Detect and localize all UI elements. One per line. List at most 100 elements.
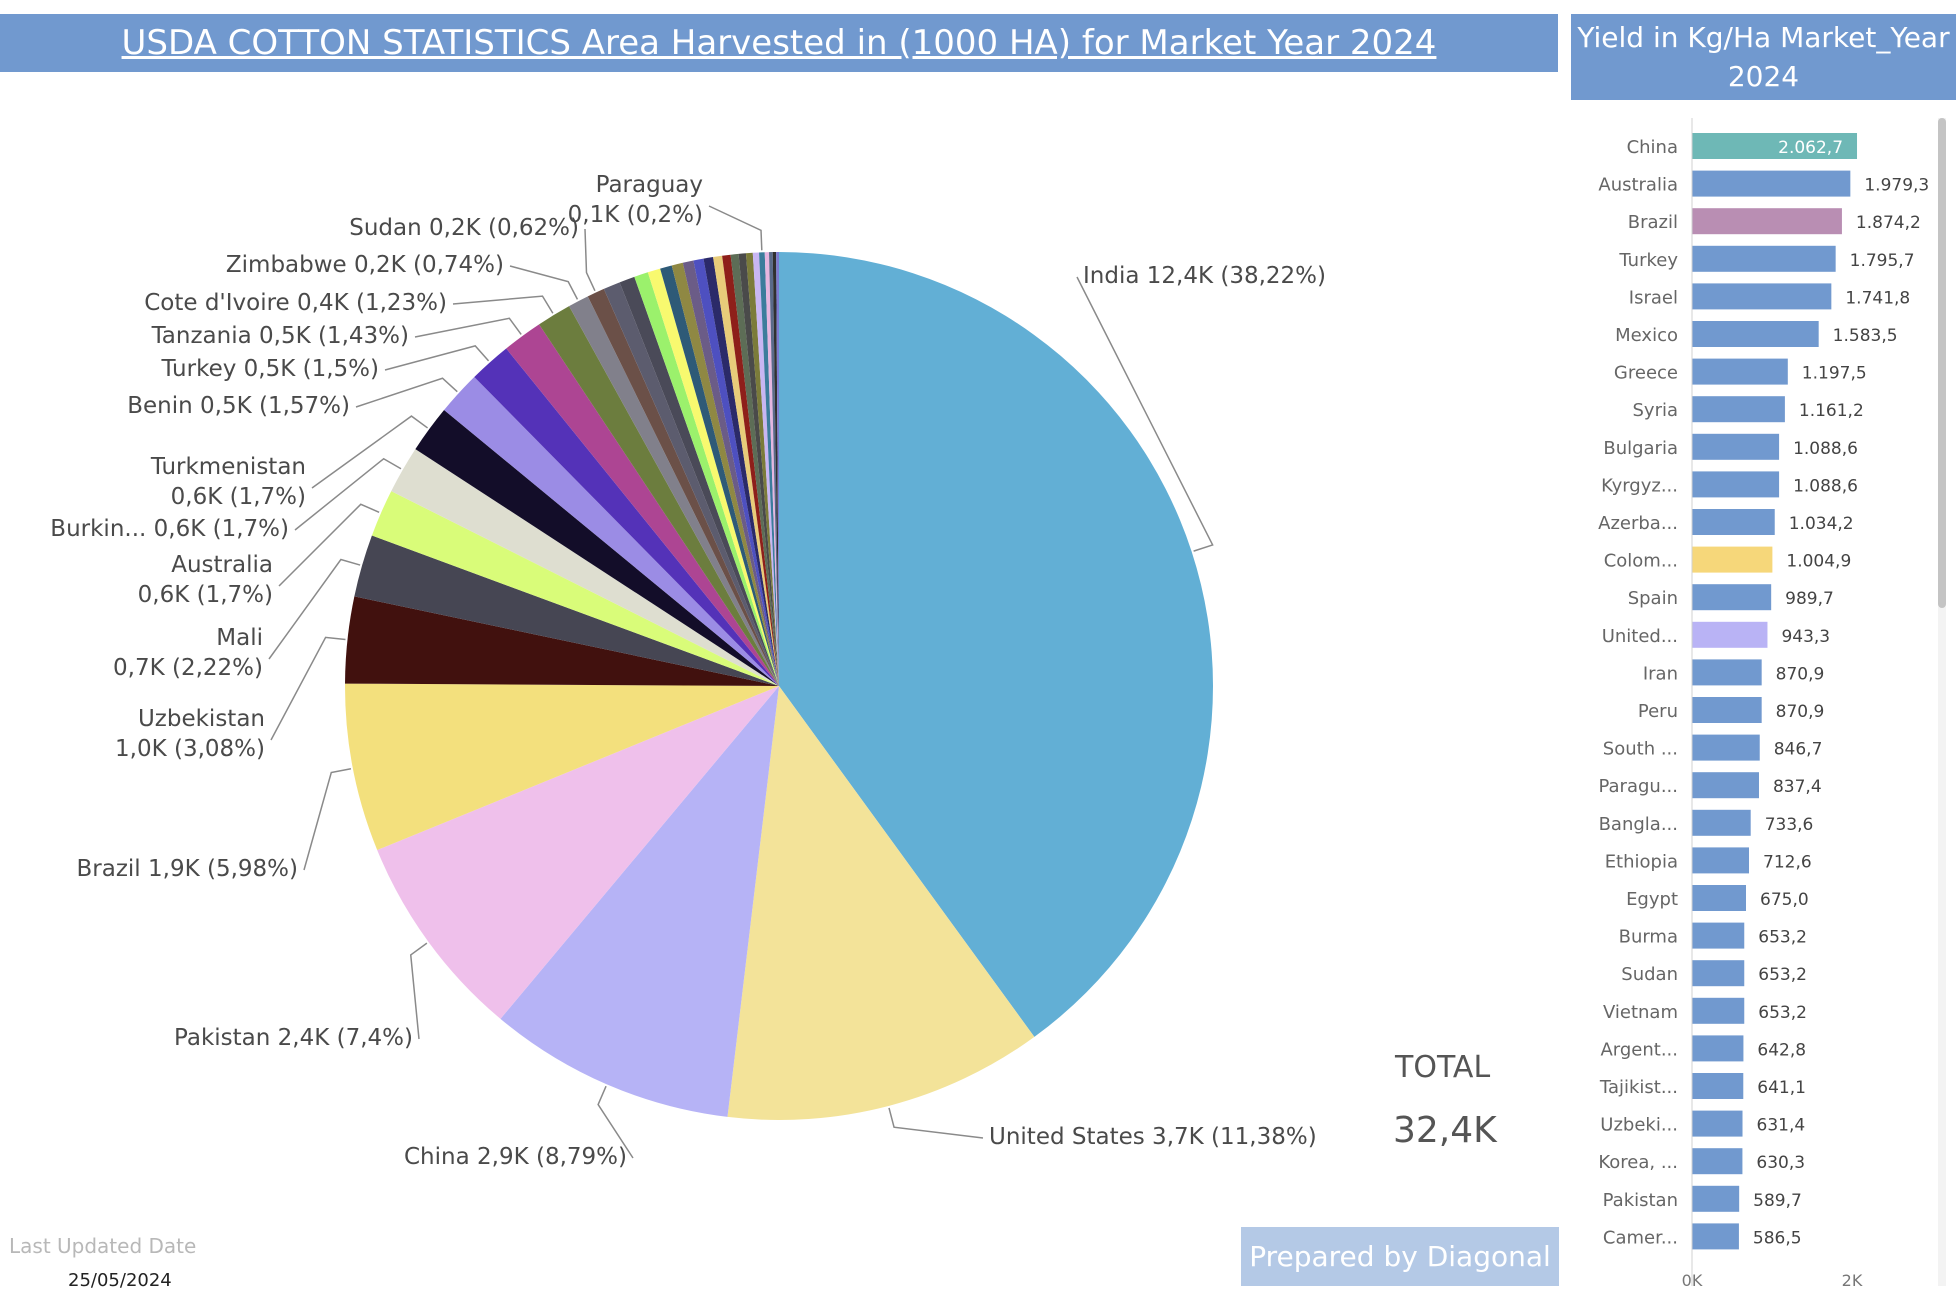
pie-slice-other-1[interactable] <box>603 282 779 686</box>
pie-slice-other-11[interactable] <box>722 254 779 686</box>
yield-bar-bulgaria[interactable] <box>1692 433 1780 460</box>
yield-bar-azerba[interactable] <box>1692 509 1775 535</box>
pie-slice-other-17[interactable] <box>769 252 779 686</box>
pie-leader-line <box>384 345 490 371</box>
pie-slice-mali[interactable] <box>354 535 779 686</box>
pie-slice-uzbekistan[interactable] <box>345 596 779 686</box>
pie-leader-line <box>355 377 458 408</box>
pie-slice-tanzania[interactable] <box>506 324 779 686</box>
pie-slice-india[interactable] <box>779 252 1213 1037</box>
pie-chart[interactable]: India 12,4K (38,22%) United States 3,7K (… <box>0 90 1560 1220</box>
pie-slice-other-16[interactable] <box>764 252 779 686</box>
prepared-by-banner[interactable]: Prepared by Diagonal <box>1241 1227 1559 1286</box>
bar-category-label: Tajikist... <box>1599 1077 1678 1098</box>
pie-slice-other-19[interactable] <box>776 252 779 686</box>
yield-bar-peru[interactable] <box>1692 697 1762 723</box>
yield-bar-camer[interactable] <box>1692 1223 1739 1250</box>
pie-slice-other-14[interactable] <box>745 252 779 687</box>
bar-category-label: South ... <box>1603 739 1678 760</box>
bar-value-label: 846,7 <box>1774 740 1823 760</box>
pie-data-label: Tanzania 0,5K (1,43%) <box>151 323 409 349</box>
yield-chart-title: Yield in Kg/Ha Market_Year 2024 <box>1571 14 1956 100</box>
yield-bar-south[interactable] <box>1692 734 1760 761</box>
pie-slice-other-10[interactable] <box>713 255 779 686</box>
bar-category-label: Mexico <box>1615 325 1678 346</box>
pie-slice-other-8[interactable] <box>693 258 779 686</box>
yield-bar-greece[interactable] <box>1692 358 1788 385</box>
pie-slice-united-states[interactable] <box>727 686 1035 1120</box>
pie-slice-pakistan[interactable] <box>377 686 779 1019</box>
pie-slice-turkey[interactable] <box>474 348 779 686</box>
pie-slice-burkin[interactable] <box>391 449 779 686</box>
pie-slice-australia[interactable] <box>371 491 779 686</box>
pie-slice-other-6[interactable] <box>671 262 779 686</box>
pie-slice-other-18[interactable] <box>772 252 779 686</box>
yield-bar-israel[interactable] <box>1692 283 1832 310</box>
bar-value-label: 1.004,9 <box>1786 552 1851 572</box>
yield-bar-vietnam[interactable] <box>1692 997 1745 1024</box>
pie-slice-other-2[interactable] <box>619 276 779 686</box>
scrollbar-thumb[interactable] <box>1938 118 1946 608</box>
bar-category-label: Bulgaria <box>1603 438 1678 459</box>
yield-bar-colom[interactable] <box>1692 546 1773 573</box>
bar-category-label: Colom... <box>1604 551 1678 572</box>
yield-bar-australia[interactable] <box>1692 170 1851 197</box>
chart-title-bar: USDA COTTON STATISTICS Area Harvested in… <box>0 14 1558 72</box>
pie-slice-other-12[interactable] <box>730 253 779 686</box>
yield-bar-bangla[interactable] <box>1692 809 1751 836</box>
yield-bar-brazil[interactable] <box>1692 208 1842 235</box>
pie-slice-other-15[interactable] <box>752 252 779 686</box>
bar-category-label: Australia <box>1598 175 1678 196</box>
pie-leader-line <box>509 265 579 300</box>
pie-slice-turkmenistan[interactable] <box>415 409 779 686</box>
yield-bar-iran[interactable] <box>1692 659 1762 686</box>
pie-slice-paraguay[interactable] <box>759 252 779 686</box>
pie-slice-sudan[interactable] <box>587 288 779 686</box>
pie-slice-other-7[interactable] <box>682 260 779 686</box>
pie-slice-china[interactable] <box>500 686 779 1117</box>
yield-bar-kyrgyz[interactable] <box>1692 471 1780 498</box>
yield-bar-argent[interactable] <box>1692 1035 1744 1062</box>
total-value: 32,4K <box>1393 1110 1497 1151</box>
pie-leader-line <box>409 942 428 1040</box>
pie-leader-line <box>294 457 402 531</box>
pie-slice-other-9[interactable] <box>703 257 779 686</box>
pie-slice-benin[interactable] <box>444 376 779 686</box>
yield-bar-turkey[interactable] <box>1692 245 1836 272</box>
bar-category-label: Camer... <box>1603 1227 1678 1248</box>
bar-x-tick: 2K <box>1842 1271 1863 1286</box>
yield-bar-mexico[interactable] <box>1692 321 1819 347</box>
pie-slice-other-4[interactable] <box>647 268 779 686</box>
yield-bar-egypt[interactable] <box>1692 885 1746 911</box>
pie-chart-title[interactable]: USDA COTTON STATISTICS Area Harvested in… <box>121 23 1437 63</box>
yield-bar-paragu[interactable] <box>1692 772 1759 799</box>
yield-bar-burma[interactable] <box>1692 922 1745 949</box>
yield-bar-uzbeki[interactable] <box>1692 1110 1743 1137</box>
pie-slice-other-13[interactable] <box>738 253 779 686</box>
bar-value-label: 589,7 <box>1753 1191 1802 1211</box>
yield-bar-pakistan[interactable] <box>1692 1185 1740 1212</box>
bar-category-label: Kyrgyz... <box>1601 475 1678 496</box>
pie-slice-other-5[interactable] <box>660 265 779 686</box>
pie-slice-zimbabwe[interactable] <box>569 296 779 686</box>
pie-slice-cote-d-ivoire[interactable] <box>539 306 779 686</box>
yield-bar-united[interactable] <box>1692 621 1768 648</box>
bar-category-label: Ethiopia <box>1605 851 1678 872</box>
bar-category-label: China <box>1627 137 1678 158</box>
pie-data-label: Burkin... 0,6K (1,7%) <box>50 516 289 542</box>
bar-value-label: 989,7 <box>1785 589 1834 609</box>
yield-bar-tajikist[interactable] <box>1692 1073 1744 1099</box>
scrollbar-track[interactable] <box>1938 118 1946 1286</box>
yield-bar-ethiopia[interactable] <box>1692 847 1750 874</box>
pie-leader-line <box>311 415 429 489</box>
bar-category-label: Korea, ... <box>1598 1152 1678 1173</box>
yield-bar-china[interactable] <box>1692 133 1858 159</box>
yield-bar-syria[interactable] <box>1692 396 1785 423</box>
yield-bar-sudan[interactable] <box>1692 960 1745 987</box>
yield-bar-spain[interactable] <box>1692 584 1772 611</box>
yield-bar-korea[interactable] <box>1692 1148 1743 1175</box>
pie-slice-other-3[interactable] <box>634 272 779 686</box>
pie-slice-brazil[interactable] <box>345 683 779 851</box>
yield-bar-chart[interactable]: China 2.062,7 Australia 1.979,3 Brazil 1.874,… <box>1571 100 1956 1286</box>
pie-leader-line <box>708 205 763 251</box>
